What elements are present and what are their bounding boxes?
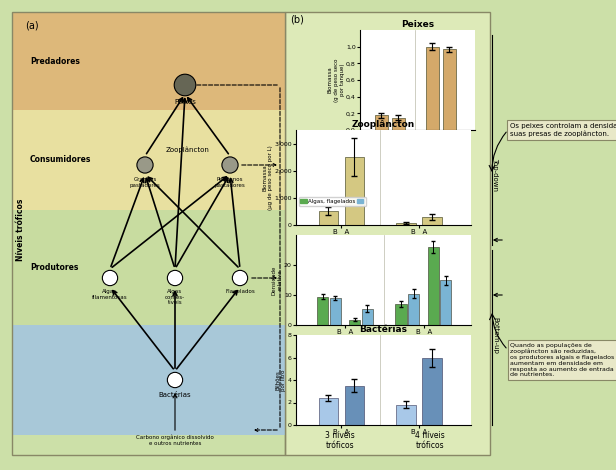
Y-axis label: Bilhões
por litro: Bilhões por litro [275,369,286,391]
Bar [330,298,341,325]
Bar [375,115,387,130]
Text: Pequenos
pastadores: Pequenos pastadores [214,177,245,188]
Bar [12,210,285,325]
Bar [440,280,452,325]
Text: Consumidores: Consumidores [30,156,91,164]
Text: Algas
filamentosas: Algas filamentosas [92,289,128,299]
Title: Bactérias: Bactérias [360,325,408,334]
Text: Flagelados: Flagelados [225,289,255,294]
Y-axis label: Biomassa
(g de peso seco
por tanque): Biomassa (g de peso seco por tanque) [328,58,344,102]
Bar [423,358,442,425]
Text: Os peixes controlam a densidade de
suas presas de zooplâncton.: Os peixes controlam a densidade de suas … [510,123,616,137]
Bar [443,49,456,130]
Text: Produtores: Produtores [30,263,78,272]
Text: (b): (b) [290,15,304,25]
Text: Bactérias: Bactérias [159,392,192,398]
Bar [344,157,364,225]
Bar [362,308,373,325]
Text: Quando as populações de
zooplâncton são reduzidas,
os produtores algais e flagel: Quando as populações de zooplâncton são … [510,343,614,377]
Bar [392,118,405,130]
Text: 4 níveis
tróficos: 4 níveis tróficos [415,431,445,450]
Bar [318,212,338,225]
Text: 3 níveis
tróficos: 3 níveis tróficos [325,431,355,450]
Bar [285,12,490,455]
Bar [426,47,439,130]
Text: Grandes
pastadores: Grandes pastadores [129,177,160,188]
Bar [397,405,416,425]
Y-axis label: Biomassa
(μg de peso seco por L): Biomassa (μg de peso seco por L) [262,145,273,210]
Text: Peixes: Peixes [174,99,196,104]
Circle shape [168,270,183,286]
Title: Zooplâncton: Zooplâncton [352,120,415,129]
Bar [344,385,364,425]
Circle shape [232,270,248,286]
Bar [318,398,338,425]
Bar [423,217,442,225]
Legend: Algas, flagelados, : Algas, flagelados, [299,197,366,206]
Bar [12,12,285,110]
Circle shape [168,372,183,388]
Bar [12,110,285,210]
Y-axis label: Densidade
relativa: Densidade relativa [272,265,283,295]
Circle shape [174,74,196,96]
Text: Zooplâncton: Zooplâncton [166,147,209,153]
Bar [12,12,285,455]
Circle shape [102,270,118,286]
Title: Peixes: Peixes [401,20,434,29]
Bar [397,223,416,225]
Bar [428,247,439,325]
Bar [349,320,360,325]
Bar [317,297,328,325]
Text: Algas
comes-
tíveis: Algas comes- tíveis [165,289,185,306]
Text: Carbono orgânico dissolvido
e outros nutrientes: Carbono orgânico dissolvido e outros nut… [136,435,214,446]
Text: Predadores: Predadores [30,56,80,65]
Circle shape [137,157,153,173]
Text: Top-down: Top-down [492,158,498,191]
Text: (a): (a) [25,20,39,30]
Text: Bottom-up: Bottom-up [492,317,498,353]
Bar [408,293,419,325]
Bar [395,304,407,325]
Circle shape [222,157,238,173]
Bar [12,12,285,455]
Bar [12,325,285,435]
Text: Níveis tróficos: Níveis tróficos [16,199,25,261]
